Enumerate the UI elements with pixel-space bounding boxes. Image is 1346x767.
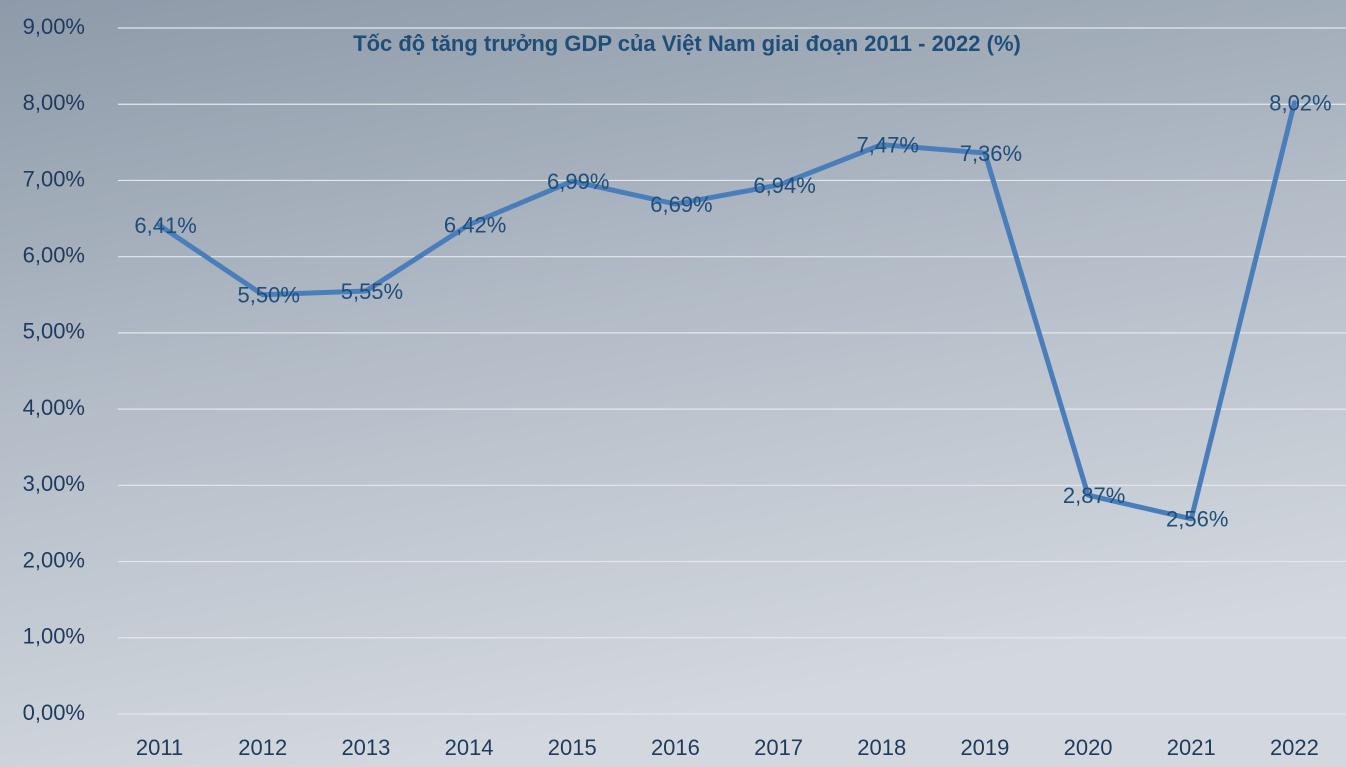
x-tick-label: 2021 xyxy=(1167,735,1216,760)
y-tick-label: 5,00% xyxy=(23,319,85,344)
data-label: 5,55% xyxy=(341,279,403,304)
y-tick-label: 9,00% xyxy=(23,14,85,39)
x-tick-label: 2017 xyxy=(754,735,803,760)
data-label: 2,87% xyxy=(1063,483,1125,508)
data-line xyxy=(157,100,1297,522)
y-tick-label: 7,00% xyxy=(23,166,85,191)
data-label: 6,99% xyxy=(547,169,609,194)
y-tick-label: 8,00% xyxy=(23,90,85,115)
data-label: 6,69% xyxy=(650,192,712,217)
y-tick-label: 0,00% xyxy=(23,700,85,725)
x-tick-label: 2014 xyxy=(445,735,494,760)
data-label: 2,56% xyxy=(1166,507,1228,532)
y-tick-label: 3,00% xyxy=(23,471,85,496)
x-tick-label: 2018 xyxy=(857,735,906,760)
x-tick-label: 2015 xyxy=(548,735,597,760)
x-tick-label: 2019 xyxy=(960,735,1009,760)
y-tick-label: 1,00% xyxy=(23,624,85,649)
data-label: 8,02% xyxy=(1269,91,1331,116)
data-label: 6,41% xyxy=(134,213,196,238)
data-label: 6,94% xyxy=(753,173,815,198)
y-tick-label: 4,00% xyxy=(23,395,85,420)
data-label: 7,47% xyxy=(857,132,919,157)
x-tick-label: 2016 xyxy=(651,735,700,760)
data-label: 7,36% xyxy=(960,141,1022,166)
x-tick-label: 2012 xyxy=(238,735,287,760)
x-tick-label: 2011 xyxy=(136,735,183,760)
data-label: 6,42% xyxy=(444,212,506,237)
data-label: 5,50% xyxy=(238,283,300,308)
x-tick-label: 2022 xyxy=(1270,735,1319,760)
x-tick-label: 2013 xyxy=(341,735,390,760)
x-tick-label: 2020 xyxy=(1064,735,1113,760)
chart-title: Tốc độ tăng trưởng GDP của Việt Nam giai… xyxy=(353,31,1021,56)
y-tick-label: 2,00% xyxy=(23,547,85,572)
y-tick-label: 6,00% xyxy=(23,242,85,267)
